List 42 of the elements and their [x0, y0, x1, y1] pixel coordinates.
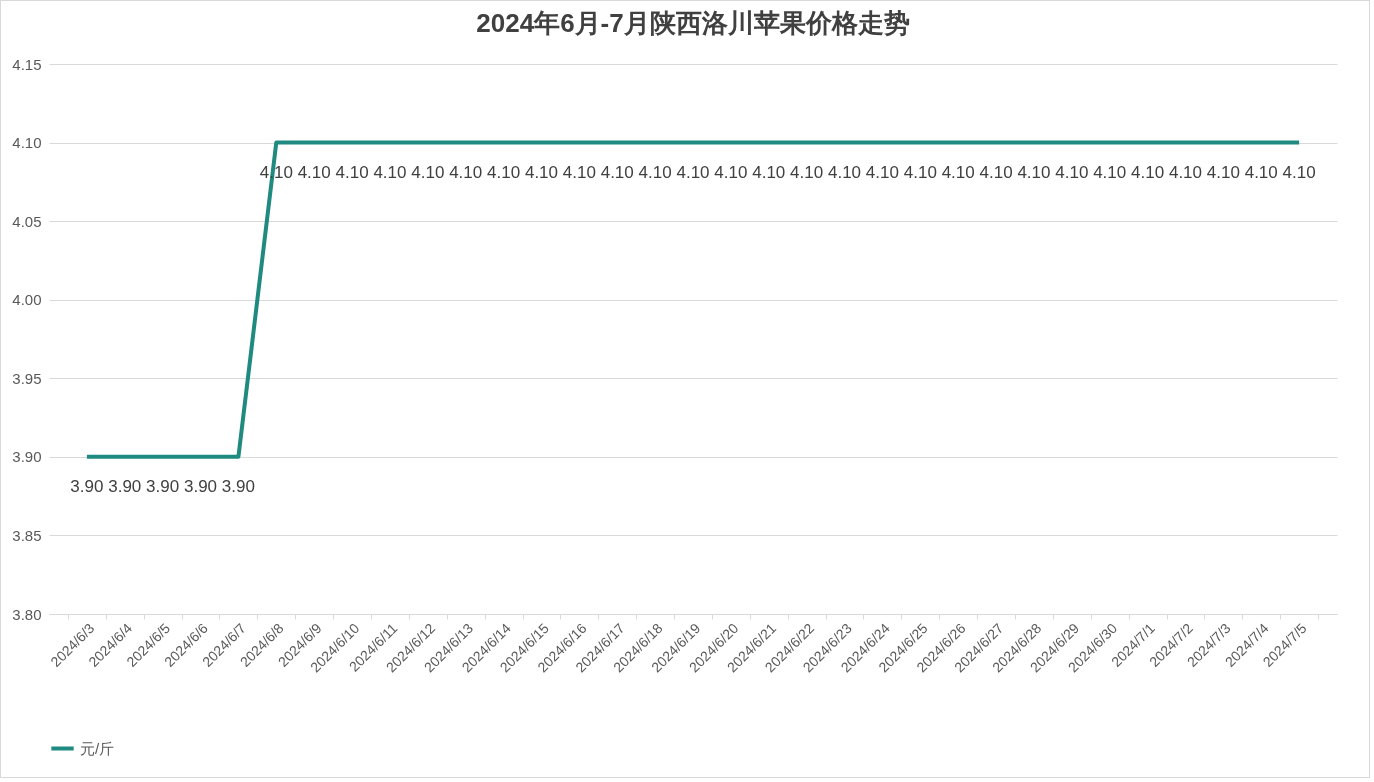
y-tick-label: 4.00 [12, 291, 42, 309]
data-label: 4.10 [524, 162, 559, 182]
data-label: 4.10 [676, 162, 710, 182]
data-label: 4.10 [297, 162, 331, 182]
y-tick-label: 3.85 [12, 526, 42, 544]
data-label: 3.90 [108, 476, 142, 496]
y-tick-label: 4.15 [12, 55, 42, 73]
y-tick-label: 3.80 [12, 605, 42, 623]
data-label: 4.10 [1055, 162, 1089, 182]
data-label: 4.10 [1093, 162, 1127, 182]
data-label: 4.10 [1282, 162, 1316, 182]
data-label: 4.10 [1206, 162, 1240, 182]
data-label: 4.10 [335, 162, 369, 182]
y-tick-label: 3.90 [12, 448, 42, 466]
y-tick-label: 4.05 [12, 212, 42, 230]
data-label: 4.10 [1017, 162, 1051, 182]
data-label: 3.90 [146, 476, 180, 496]
chart-title: 2024年6月-7月陕西洛川苹果价格走势 [476, 8, 910, 38]
y-tick-label: 4.10 [12, 134, 42, 152]
data-label: 4.10 [903, 162, 937, 182]
data-label: 4.10 [1168, 162, 1203, 182]
data-label: 4.10 [449, 162, 483, 182]
data-label: 4.10 [487, 162, 521, 182]
data-label: 4.10 [1244, 162, 1278, 182]
data-label: 4.10 [600, 162, 634, 182]
data-label: 4.10 [941, 162, 975, 182]
data-label: 3.90 [183, 476, 218, 496]
data-label: 4.10 [827, 162, 862, 182]
data-label: 4.10 [979, 162, 1013, 182]
data-label: 4.10 [1131, 162, 1165, 182]
data-label: 3.90 [70, 476, 104, 496]
legend-label: 元/斤 [80, 739, 115, 757]
data-label: 4.10 [714, 162, 748, 182]
data-label: 4.10 [638, 162, 672, 182]
data-label: 4.10 [790, 162, 824, 182]
y-tick-label: 3.95 [12, 369, 42, 387]
data-label: 4.10 [562, 162, 596, 182]
data-label: 3.90 [221, 476, 255, 496]
data-label: 4.10 [411, 162, 445, 182]
data-label: 4.10 [865, 162, 899, 182]
data-label: 4.10 [373, 162, 407, 182]
data-label: 4.10 [752, 162, 786, 182]
